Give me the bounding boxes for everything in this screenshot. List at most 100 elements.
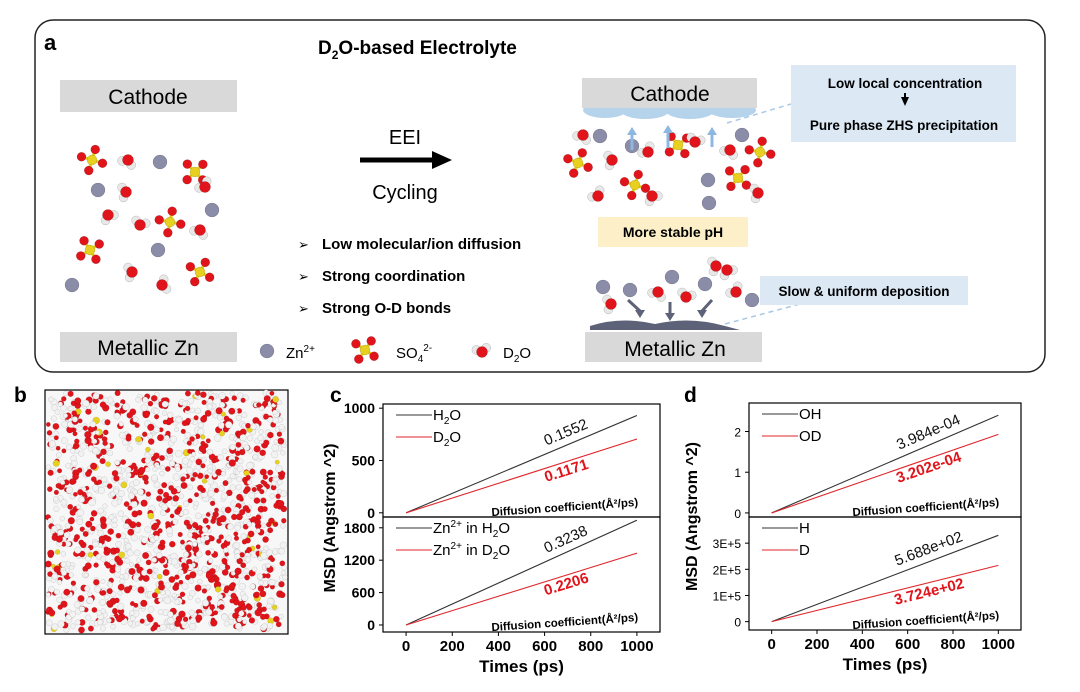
atom: [159, 470, 165, 477]
sulfur-atom: [86, 154, 98, 166]
zn-atom: [259, 343, 275, 359]
atom: [246, 613, 252, 619]
atom: [85, 614, 92, 621]
atom: [216, 414, 223, 421]
atom: [223, 547, 229, 553]
atom: [186, 440, 192, 446]
atom: [74, 546, 82, 554]
atom: [230, 500, 237, 507]
atom: [134, 563, 140, 569]
atom: [76, 425, 83, 432]
legend-label: D2O: [433, 429, 461, 449]
y-tick-label: 0: [367, 505, 375, 521]
atom: [210, 619, 218, 627]
atom: [233, 531, 239, 537]
atom: [279, 541, 287, 549]
oxygen-atom: [721, 264, 733, 276]
atom: [126, 549, 134, 557]
atom: [59, 479, 66, 486]
legend-label: Zn2+ in D2O: [433, 541, 510, 562]
arrow-head: [707, 127, 717, 135]
oxygen-atom: [134, 219, 146, 231]
oxygen-atom: [744, 145, 754, 155]
atom: [207, 398, 213, 405]
atom: [205, 549, 212, 556]
atom: [259, 613, 267, 620]
oxygen-atom: [577, 148, 588, 158]
sulfate-ion: [724, 164, 752, 192]
atom: [136, 557, 142, 563]
zn-ion: [701, 195, 717, 211]
atom: [253, 497, 261, 504]
x-tick-label: 400: [486, 638, 511, 655]
atom: [112, 607, 118, 614]
atom: [147, 606, 155, 613]
atom: [220, 411, 226, 417]
atom: [72, 473, 80, 481]
atom: [268, 578, 276, 586]
oxygen-atom: [351, 339, 361, 349]
atom: [218, 401, 226, 409]
atom: [56, 452, 62, 458]
atom: [201, 588, 208, 594]
atom: [246, 521, 253, 527]
atom: [136, 509, 143, 516]
atom: [195, 458, 203, 466]
oxygen-atom: [640, 183, 651, 194]
atom: [158, 556, 166, 564]
atom: [155, 552, 163, 559]
zn-ion: [700, 172, 716, 188]
atom: [176, 506, 182, 512]
atom: [94, 585, 102, 593]
atom: [239, 509, 246, 516]
atom: [76, 518, 84, 526]
atom: [195, 618, 201, 623]
arrow-down-icon: [626, 298, 645, 318]
y-tick-label: 0: [734, 616, 741, 630]
zn-atom: [734, 127, 750, 143]
atom: [209, 500, 216, 507]
atom: [204, 535, 210, 541]
water-molecule: [587, 185, 605, 202]
x-axis-label: Times (ps): [843, 655, 928, 674]
atom: [100, 590, 107, 596]
atom: [123, 523, 130, 530]
atom: [53, 435, 59, 441]
atom: [231, 395, 238, 401]
atom: [191, 521, 199, 529]
atom: [189, 571, 197, 579]
atom: [48, 586, 55, 593]
water-molecule: [117, 182, 132, 203]
atom: [145, 559, 152, 566]
process-arrow: [360, 151, 452, 169]
atom: [281, 518, 287, 524]
atom: [260, 552, 268, 560]
atom: [108, 514, 115, 521]
atom: [95, 553, 102, 560]
atom: [146, 613, 153, 620]
atom: [114, 459, 121, 466]
atom: [255, 544, 261, 550]
atom: [68, 405, 74, 412]
atom: [197, 427, 205, 436]
atom: [65, 486, 74, 494]
atom: [134, 526, 141, 534]
species-legend: Zn2+ SO42- D2O: [286, 343, 531, 365]
atom: [177, 569, 184, 576]
atom: [169, 460, 176, 467]
oxygen-atom: [568, 168, 579, 178]
atom: [191, 541, 198, 548]
atom: [201, 526, 209, 533]
atom: [204, 540, 210, 546]
atom: [234, 450, 241, 457]
atom: [204, 474, 210, 480]
atom: [224, 421, 233, 429]
panel-b: b: [14, 384, 289, 635]
legend-label: OH: [799, 406, 822, 423]
atom: [83, 585, 91, 592]
atom: [218, 534, 224, 540]
oxygen-atom: [83, 165, 94, 176]
atom: [197, 569, 203, 576]
atom: [89, 420, 97, 428]
atom: [201, 565, 209, 573]
